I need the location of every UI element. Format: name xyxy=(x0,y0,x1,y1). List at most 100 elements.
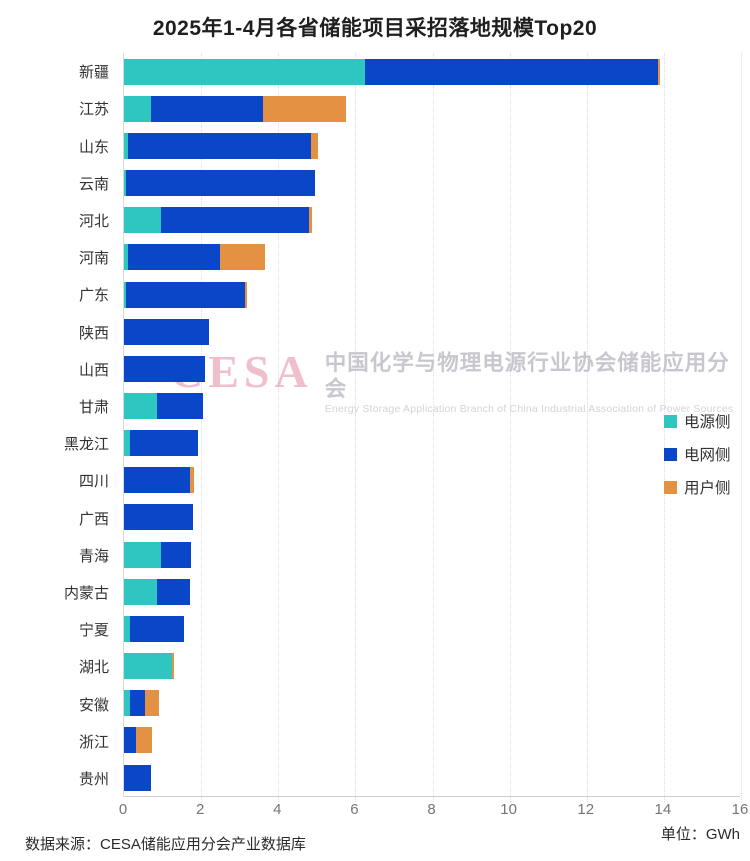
category-label: 黑龙江 xyxy=(63,436,109,454)
bar-row-云南 xyxy=(124,164,740,201)
bar-segment-用户侧 xyxy=(262,95,346,122)
x-axis: 0 2 4 6 8 10 12 14 16 xyxy=(0,801,750,821)
bar-segment-电网侧 xyxy=(124,504,194,531)
y-axis-labels: 新疆 江苏 山东 云南 河北 河南 广东 陕西 山西 甘肃 黑龙江 四川 广西 青海 内蒙古 宁夏 湖北 安徽 浙江… xyxy=(0,53,123,797)
stacked-bar xyxy=(124,281,248,308)
category-label: 湖北 xyxy=(78,659,109,677)
bar-segment-电网侧 xyxy=(124,467,190,494)
bar-segment-电源侧 xyxy=(124,392,157,419)
stacked-bar xyxy=(124,430,199,457)
legend-label: 电源侧 xyxy=(684,414,731,431)
bar-row-河北 xyxy=(124,202,740,239)
bar-segment-电网侧 xyxy=(124,727,136,754)
stacked-bar xyxy=(124,392,204,419)
legend-item-用户侧: 用户侧 xyxy=(664,476,731,498)
bar-segment-电源侧 xyxy=(124,578,157,605)
bar-row-浙江 xyxy=(124,722,740,759)
plot-area xyxy=(123,53,742,802)
category-label: 河南 xyxy=(78,250,109,268)
x-tick-label-8: 8 xyxy=(427,801,436,818)
bar-segment-电网侧 xyxy=(125,281,246,308)
category-label: 河北 xyxy=(78,212,109,230)
category-label: 江苏 xyxy=(78,101,109,119)
bar-segment-用户侧 xyxy=(135,727,152,754)
category-label: 宁夏 xyxy=(78,622,109,640)
bar-segment-电网侧 xyxy=(124,355,205,382)
category-label: 四川 xyxy=(78,473,109,491)
legend-swatch-icon xyxy=(664,414,677,428)
x-tick-label-12: 12 xyxy=(577,801,595,818)
category-label: 山东 xyxy=(78,138,109,156)
x-tick-label-10: 10 xyxy=(500,801,517,818)
bar-row-宁夏 xyxy=(124,610,740,647)
bar-segment-电源侧 xyxy=(124,541,161,568)
bar-segment-电网侧 xyxy=(365,58,659,85)
legend-swatch-icon xyxy=(664,480,677,494)
stacked-bar xyxy=(124,578,190,605)
bar-segment-电源侧 xyxy=(124,430,130,457)
gridline-x-8 xyxy=(432,53,434,802)
bar-row-广西 xyxy=(124,499,740,536)
data-source-note: 数据来源：CESA储能应用分会产业数据库 xyxy=(25,836,306,853)
bar-row-山西 xyxy=(124,350,740,387)
bar-row-广东 xyxy=(124,276,740,313)
category-label: 甘肃 xyxy=(78,398,109,416)
x-tick-label-0: 0 xyxy=(118,801,128,818)
bar-segment-电网侧 xyxy=(129,430,199,457)
bar-row-贵州 xyxy=(124,759,740,796)
bar-segment-用户侧 xyxy=(145,690,159,717)
bar-segment-用户侧 xyxy=(658,58,660,85)
bar-row-内蒙古 xyxy=(124,573,740,610)
bar-segment-用户侧 xyxy=(220,244,265,271)
bar-segment-电源侧 xyxy=(124,170,126,197)
bar-row-山东 xyxy=(124,127,740,164)
bar-segment-电网侧 xyxy=(160,541,192,568)
bar-segment-电网侧 xyxy=(150,95,263,122)
bar-segment-电网侧 xyxy=(160,207,310,234)
stacked-bar xyxy=(124,504,194,531)
category-label: 广西 xyxy=(78,510,109,528)
legend-item-电网侧: 电网侧 xyxy=(664,443,731,465)
category-label: 广东 xyxy=(78,287,109,305)
bar-segment-用户侧 xyxy=(172,653,174,680)
bar-row-河南 xyxy=(124,239,740,276)
bar-row-江苏 xyxy=(124,90,740,127)
stacked-bar xyxy=(124,58,660,85)
x-tick-label-4: 4 xyxy=(273,801,282,818)
stacked-bar xyxy=(124,355,205,382)
bar-segment-电源侧 xyxy=(124,653,173,680)
gridline-x-6 xyxy=(355,53,357,802)
category-label: 青海 xyxy=(78,547,109,565)
bar-segment-电源侧 xyxy=(124,281,126,308)
gridline-x-10 xyxy=(509,53,511,802)
stacked-bar xyxy=(124,318,209,345)
category-label: 安徽 xyxy=(78,696,109,714)
legend-swatch-icon xyxy=(664,447,677,461)
gridline-x-14 xyxy=(663,53,665,802)
x-tick-label-6: 6 xyxy=(350,801,359,818)
bar-segment-电源侧 xyxy=(124,615,130,642)
bar-segment-电网侧 xyxy=(124,764,151,791)
legend-label: 电网侧 xyxy=(684,447,731,464)
bar-segment-电网侧 xyxy=(127,132,312,159)
stacked-bar xyxy=(124,244,265,271)
bar-segment-用户侧 xyxy=(189,467,195,494)
bar-row-陕西 xyxy=(124,313,740,350)
x-tick-label-14: 14 xyxy=(654,801,672,818)
legend: 电源侧电网侧用户侧 xyxy=(664,410,731,498)
unit-label: 单位：GWh xyxy=(660,826,740,843)
stacked-bar xyxy=(124,95,346,122)
bar-segment-电源侧 xyxy=(124,690,130,717)
bar-row-甘肃 xyxy=(124,387,740,424)
gridline-x-2 xyxy=(201,53,203,802)
bar-row-青海 xyxy=(124,536,740,573)
category-label: 内蒙古 xyxy=(63,584,109,602)
x-tick-label-16: 16 xyxy=(731,801,749,818)
stacked-bar xyxy=(124,541,192,568)
legend-item-电源侧: 电源侧 xyxy=(664,410,731,432)
bar-segment-电网侧 xyxy=(156,392,204,419)
category-label: 云南 xyxy=(78,175,109,193)
bar-row-四川 xyxy=(124,462,740,499)
gridline-x-16 xyxy=(741,53,742,802)
